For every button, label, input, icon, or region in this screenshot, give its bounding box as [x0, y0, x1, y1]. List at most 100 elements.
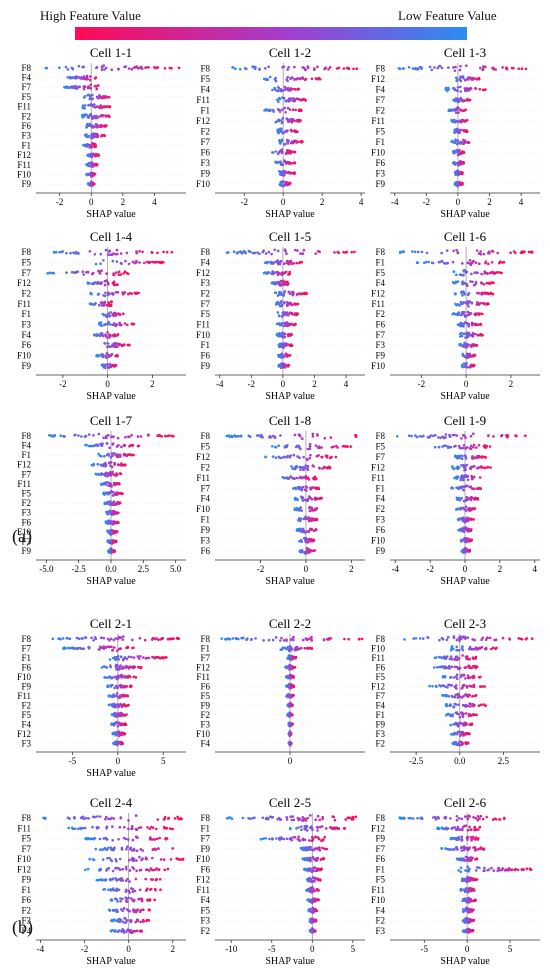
shap-point — [115, 481, 119, 485]
shap-point — [299, 475, 302, 479]
shap-point — [305, 552, 309, 555]
x-tick-label: -2 — [59, 379, 67, 389]
feature-label: F10 — [196, 330, 211, 340]
shap-point — [119, 472, 122, 475]
feature-label: F4 — [200, 494, 210, 504]
shap-point — [452, 635, 456, 638]
shap-point — [318, 250, 321, 253]
shap-point — [103, 493, 106, 496]
shap-point — [475, 249, 479, 252]
feature-label: F11 — [196, 473, 210, 483]
shap-point — [286, 68, 289, 71]
shap-point — [277, 293, 281, 296]
shap-point — [106, 342, 110, 345]
shap-point — [466, 478, 470, 482]
shap-point — [302, 638, 305, 642]
shap-point — [165, 250, 169, 254]
shap-point — [466, 77, 470, 81]
shap-point — [283, 106, 287, 110]
shap-point — [488, 636, 492, 640]
shap-point — [284, 152, 288, 155]
shap-point — [478, 87, 482, 91]
feature-label: F11 — [196, 95, 210, 105]
shap-point — [126, 323, 129, 327]
x-tick-label: 0 — [288, 756, 293, 766]
shap-point — [83, 104, 87, 107]
shap-point — [124, 259, 127, 263]
shap-point — [282, 294, 286, 297]
shap-point — [273, 248, 277, 252]
shap-point — [279, 181, 283, 184]
shap-point — [459, 447, 463, 450]
shap-point — [116, 283, 119, 286]
shap-point — [279, 142, 282, 145]
shap-point — [459, 538, 463, 542]
shap-point — [307, 538, 310, 542]
shap-point — [301, 76, 304, 79]
shap-point — [163, 434, 167, 438]
shap-point — [271, 151, 275, 154]
shap-point — [102, 294, 105, 297]
shap-point — [275, 303, 278, 306]
shap-point — [499, 260, 502, 264]
shap-point — [300, 140, 303, 143]
shap-point — [471, 78, 475, 81]
shap-point — [308, 456, 312, 460]
shap-point — [311, 518, 314, 522]
shap-point — [458, 149, 461, 153]
shap-point — [98, 303, 101, 307]
shap-point — [231, 66, 234, 69]
shap-point — [86, 124, 90, 127]
shap-point — [289, 701, 292, 705]
shap-point — [440, 66, 444, 70]
shap-point — [490, 261, 494, 264]
shap-point — [469, 705, 472, 708]
shap-point — [288, 108, 292, 111]
shap-point — [427, 260, 430, 264]
shap-point — [466, 636, 470, 639]
shap-point — [116, 649, 119, 652]
shap-point — [98, 94, 101, 97]
shap-point — [63, 435, 66, 438]
shap-point — [108, 645, 111, 649]
shap-point — [117, 67, 120, 71]
shap-point — [95, 105, 99, 108]
feature-label: F8 — [375, 634, 385, 644]
shap-point — [284, 99, 288, 103]
shap-point — [460, 334, 464, 338]
shap-point — [314, 444, 318, 447]
shap-point — [104, 124, 108, 128]
feature-label: F8 — [200, 63, 210, 73]
shap-point — [289, 475, 293, 478]
shap-point — [154, 66, 157, 70]
shap-point — [298, 527, 302, 531]
shap-point — [151, 636, 155, 640]
shap-point — [437, 260, 441, 264]
shap-point — [465, 99, 468, 102]
shap-point — [108, 249, 112, 253]
shap-point — [117, 635, 121, 639]
feature-label: F3 — [200, 535, 210, 545]
shap-point — [244, 251, 247, 255]
shap-point — [162, 250, 165, 254]
shap-point — [54, 250, 58, 254]
shap-point — [443, 665, 447, 668]
shap-point — [346, 445, 349, 448]
shap-point — [440, 656, 443, 659]
shap-point — [237, 637, 240, 641]
shap-point — [114, 474, 118, 477]
shap-point — [466, 284, 469, 288]
shap-point — [493, 638, 496, 642]
feature-label: F2 — [375, 105, 385, 115]
shap-point — [145, 260, 149, 264]
shap-point — [446, 686, 449, 689]
shap-point — [126, 645, 129, 649]
shap-point — [113, 675, 117, 679]
shap-point — [470, 301, 474, 305]
shap-point — [87, 93, 90, 97]
shap-point — [293, 151, 297, 154]
shap-point — [276, 249, 280, 253]
shap-point — [457, 657, 461, 660]
feature-label: F11 — [17, 102, 31, 112]
feature-label: F10 — [371, 643, 386, 653]
